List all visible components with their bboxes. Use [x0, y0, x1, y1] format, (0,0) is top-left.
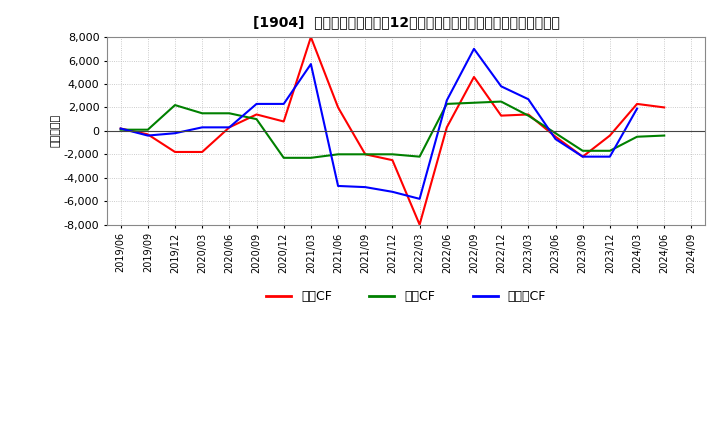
フリーCF [252, 101, 261, 106]
営業CF [469, 74, 478, 80]
営業CF [334, 105, 343, 110]
投資CF [334, 152, 343, 157]
営業CF [171, 149, 179, 154]
営業CF [225, 125, 234, 130]
フリーCF [334, 183, 343, 189]
フリーCF [578, 154, 587, 159]
Legend: 営業CF, 投資CF, フリーCF: 営業CF, 投資CF, フリーCF [261, 286, 551, 308]
フリーCF [198, 125, 207, 130]
営業CF [552, 134, 560, 139]
Line: フリーCF: フリーCF [121, 49, 637, 199]
Line: 投資CF: 投資CF [121, 102, 665, 158]
フリーCF [415, 196, 424, 202]
営業CF [497, 113, 505, 118]
フリーCF [171, 131, 179, 136]
Line: 営業CF: 営業CF [121, 37, 665, 225]
Y-axis label: （百万円）: （百万円） [51, 114, 61, 147]
営業CF [117, 126, 125, 131]
投資CF [252, 117, 261, 122]
営業CF [361, 152, 369, 157]
フリーCF [361, 184, 369, 190]
営業CF [252, 112, 261, 117]
営業CF [198, 149, 207, 154]
営業CF [443, 125, 451, 130]
投資CF [171, 103, 179, 108]
投資CF [361, 152, 369, 157]
フリーCF [117, 126, 125, 131]
投資CF [388, 152, 397, 157]
営業CF [279, 119, 288, 124]
投資CF [633, 134, 642, 139]
フリーCF [143, 133, 152, 138]
投資CF [552, 131, 560, 136]
投資CF [578, 148, 587, 154]
フリーCF [279, 101, 288, 106]
投資CF [660, 133, 669, 138]
フリーCF [497, 84, 505, 89]
営業CF [660, 105, 669, 110]
営業CF [606, 133, 614, 138]
営業CF [524, 112, 533, 117]
営業CF [415, 222, 424, 227]
投資CF [443, 101, 451, 106]
営業CF [307, 34, 315, 40]
フリーCF [606, 154, 614, 159]
営業CF [578, 154, 587, 159]
投資CF [497, 99, 505, 104]
営業CF [143, 132, 152, 137]
フリーCF [633, 106, 642, 111]
営業CF [388, 158, 397, 163]
投資CF [117, 127, 125, 132]
投資CF [415, 154, 424, 159]
営業CF [633, 101, 642, 106]
フリーCF [307, 62, 315, 67]
フリーCF [552, 136, 560, 142]
投資CF [143, 127, 152, 132]
フリーCF [443, 98, 451, 103]
投資CF [225, 110, 234, 116]
Title: [1904]  キャッシュフローの12か月移動合計の対前年同期増減額の推移: [1904] キャッシュフローの12か月移動合計の対前年同期増減額の推移 [253, 15, 559, 29]
投資CF [469, 100, 478, 106]
投資CF [524, 113, 533, 118]
投資CF [279, 155, 288, 161]
フリーCF [388, 189, 397, 194]
投資CF [606, 148, 614, 154]
フリーCF [225, 125, 234, 130]
投資CF [198, 110, 207, 116]
投資CF [307, 155, 315, 161]
フリーCF [524, 97, 533, 102]
フリーCF [469, 46, 478, 51]
